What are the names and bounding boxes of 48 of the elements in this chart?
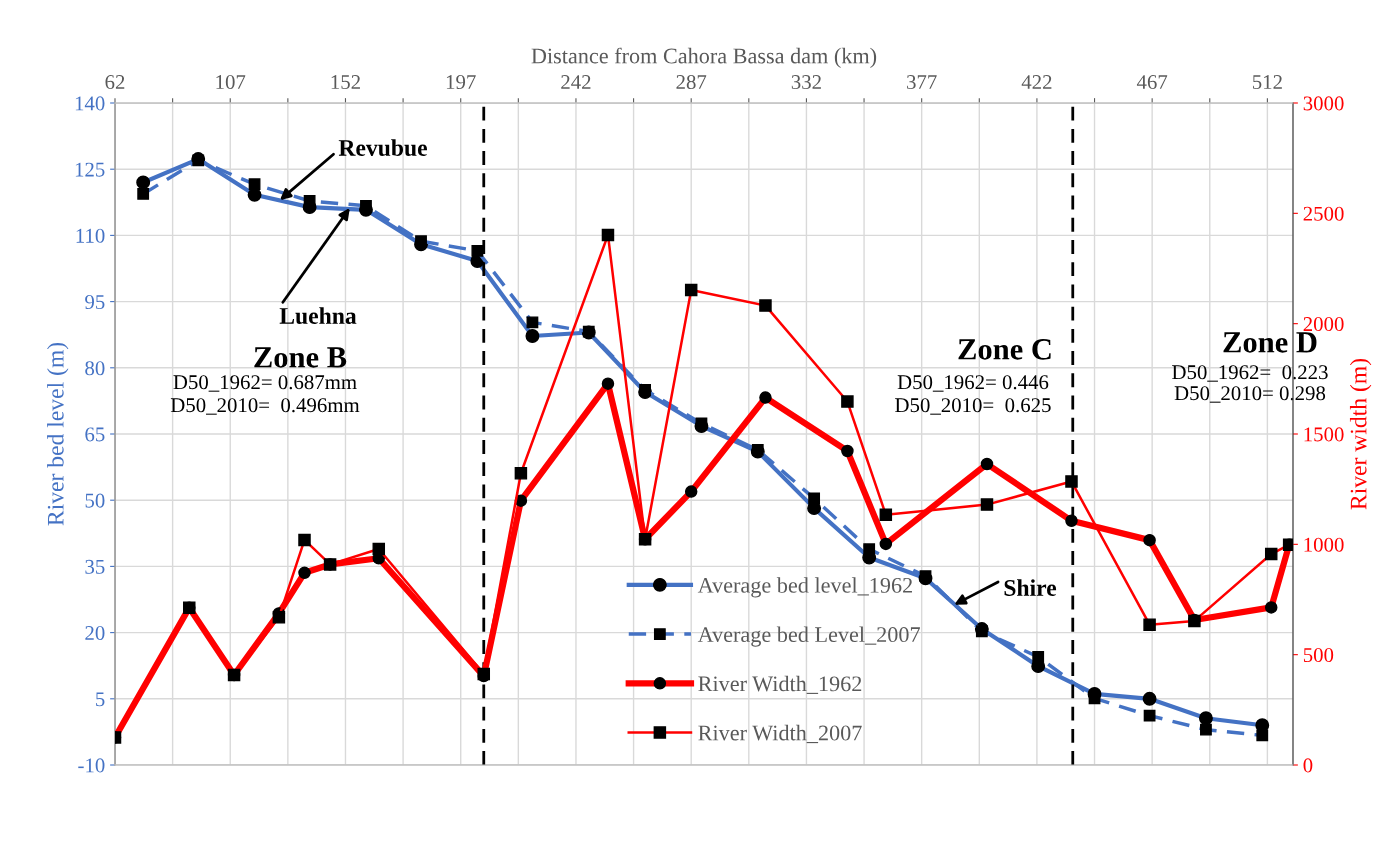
y2-tick-label: 3000 [1303,96,1344,111]
legend-label: Average bed Level_2007 [697,626,920,647]
y-tick-label: 125 [75,162,105,177]
x-axis-title: Distance from Cahora Bassa dam (km) [531,47,877,69]
annotation: D50_2010= 0.298 [1174,386,1326,403]
y2-tick-label: 1500 [1304,427,1344,442]
annotation: D50_2010= 0.496mm [170,398,360,415]
legend-label: Average bed level_1962 [697,577,912,598]
y-tick-label: 95 [85,295,105,310]
x-tick-label: 467 [1136,75,1168,90]
y-tick-label: 140 [75,96,105,111]
annotation: D50_1962= 0.687mm [173,375,357,392]
y-tick-label: 5 [96,692,105,707]
x-tick-label: 242 [561,75,591,89]
y2-axis-title: River width (m) [1349,358,1372,510]
annotation: D50_1962= 0.223 [1172,365,1328,382]
annotation: Shire [1004,579,1057,596]
y-tick-label: 20 [85,625,105,641]
annotation: Luehna [279,307,357,324]
y-tick-label: 50 [85,493,105,508]
y2-tick-label: 1000 [1304,537,1344,552]
annotation: D50_2010= 0.625 [895,398,1051,415]
x-tick-label: 287 [676,74,707,90]
y2-tick-label: 0 [1303,758,1313,773]
annotation: Zone C [958,339,1051,360]
y-tick-label: 80 [85,361,105,376]
annotation: D50_1962= 0.446 [897,375,1049,392]
annotation: Revubue [338,139,427,156]
x-tick-label: 62 [105,75,125,90]
x-tick-label: 332 [791,75,821,90]
y2-tick-label: 2500 [1303,206,1344,221]
y-tick-label: 110 [76,228,105,243]
y-tick-label: -10 [78,758,105,773]
y2-tick-label: 2000 [1303,317,1344,332]
legend-label: River Width_1962 [698,675,862,694]
y2-tick-label: 500 [1303,648,1334,663]
x-tick-label: 152 [331,75,360,90]
y-tick-label: 65 [85,427,105,442]
x-tick-label: 512 [1252,75,1282,90]
x-tick-label: 197 [446,75,476,90]
x-tick-label: 377 [907,75,937,90]
annotation: Zone B [254,347,347,368]
annotation: Zone D [1223,332,1317,353]
y-tick-label: 35 [85,559,105,574]
x-tick-label: 107 [216,74,246,90]
x-tick-label: 422 [1021,75,1052,89]
y-axis-title: River bed level (m) [47,342,69,526]
legend-label: River Width_2007 [698,724,862,744]
